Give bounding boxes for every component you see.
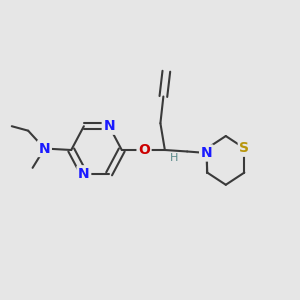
Text: O: O — [138, 143, 150, 157]
Text: N: N — [201, 146, 212, 160]
Text: N: N — [103, 119, 115, 133]
Text: N: N — [39, 142, 50, 155]
Text: S: S — [239, 141, 249, 155]
Text: N: N — [78, 167, 90, 181]
Text: H: H — [170, 153, 178, 163]
